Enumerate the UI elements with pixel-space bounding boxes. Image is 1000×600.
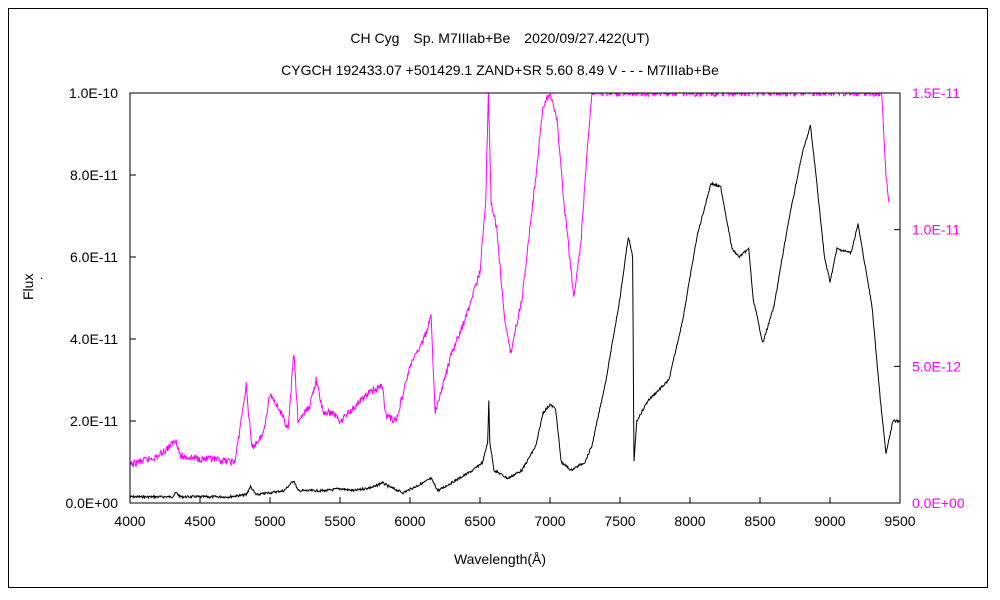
- x-tick-label: 9500: [884, 513, 915, 529]
- chart-subtitle: CYGCH 192433.07 +501429.1 ZAND+SR 5.60 8…: [281, 62, 719, 78]
- x-tick-label: 5000: [254, 513, 285, 529]
- y-tick-label-left: 4.0E-11: [70, 331, 118, 347]
- chart-title: CH Cyg Sp. M7IIIab+Be 2020/09/27.422(UT): [350, 30, 650, 46]
- y-axis-label-mark: .: [40, 268, 44, 282]
- series-line-left: [130, 124, 900, 500]
- plot-area-border: [129, 92, 901, 504]
- y-tick-label-right: 1.0E-11: [912, 222, 960, 238]
- x-tick-label: 4500: [184, 513, 215, 529]
- y-tick-label-right: 1.5E-11: [912, 85, 960, 101]
- y-tick-label-right: 0.0E+00: [912, 495, 965, 511]
- series-line-right: [130, 93, 890, 468]
- x-tick-label: 7000: [534, 513, 565, 529]
- y-tick-label-right: 5.0E-12: [912, 358, 961, 374]
- y-tick-label-left: 0.0E+00: [65, 495, 118, 511]
- y-tick-label-left: 1.0E-10: [69, 85, 118, 101]
- x-tick-label: 8000: [674, 513, 705, 529]
- y-tick-label-left: 8.0E-11: [70, 167, 118, 183]
- chart-frame: [8, 8, 988, 588]
- x-tick-label: 6500: [464, 513, 495, 529]
- y-tick-label-left: 6.0E-11: [70, 249, 118, 265]
- x-tick-label: 5500: [324, 513, 355, 529]
- x-tick-label: 9000: [814, 513, 845, 529]
- y-tick-label-left: 2.0E-11: [70, 413, 118, 429]
- x-tick-label: 6000: [394, 513, 425, 529]
- x-tick-label: 8500: [744, 513, 775, 529]
- x-tick-label: 7500: [604, 513, 635, 529]
- x-axis-label: Wavelength(Å): [453, 551, 547, 567]
- x-tick-label: 4000: [114, 513, 145, 529]
